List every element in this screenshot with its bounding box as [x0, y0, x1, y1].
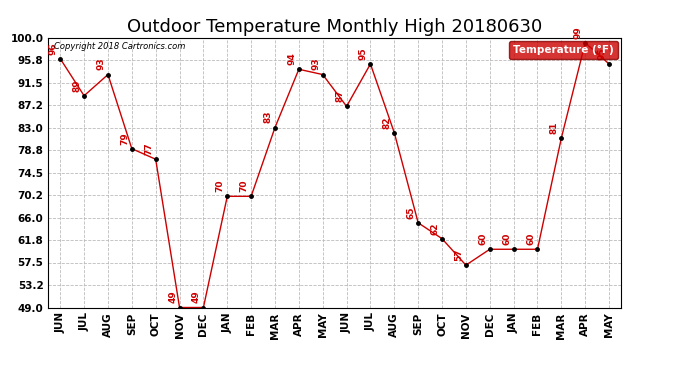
- Text: 62: 62: [431, 222, 440, 234]
- Text: 57: 57: [455, 248, 464, 261]
- Text: 79: 79: [120, 132, 129, 144]
- Text: 81: 81: [550, 122, 559, 134]
- Text: 83: 83: [264, 111, 273, 123]
- Text: 82: 82: [383, 116, 392, 129]
- Text: Copyright 2018 Cartronics.com: Copyright 2018 Cartronics.com: [54, 42, 186, 51]
- Text: 60: 60: [502, 233, 511, 245]
- Text: 70: 70: [216, 180, 225, 192]
- Text: 95: 95: [359, 47, 368, 60]
- Text: 99: 99: [574, 26, 583, 39]
- Text: 96: 96: [49, 42, 58, 54]
- Text: 93: 93: [97, 58, 106, 70]
- Text: 95: 95: [598, 47, 607, 60]
- Text: 70: 70: [239, 180, 248, 192]
- Text: 65: 65: [406, 206, 415, 219]
- Text: 77: 77: [144, 142, 153, 155]
- Text: 94: 94: [288, 53, 297, 65]
- Text: 93: 93: [311, 58, 320, 70]
- Text: 87: 87: [335, 90, 344, 102]
- Title: Outdoor Temperature Monthly High 20180630: Outdoor Temperature Monthly High 2018063…: [127, 18, 542, 36]
- Text: 49: 49: [192, 291, 201, 303]
- Legend: Temperature (°F): Temperature (°F): [509, 40, 618, 59]
- Text: 60: 60: [478, 233, 487, 245]
- Text: 89: 89: [72, 79, 81, 92]
- Text: 49: 49: [168, 291, 177, 303]
- Text: 60: 60: [526, 233, 535, 245]
